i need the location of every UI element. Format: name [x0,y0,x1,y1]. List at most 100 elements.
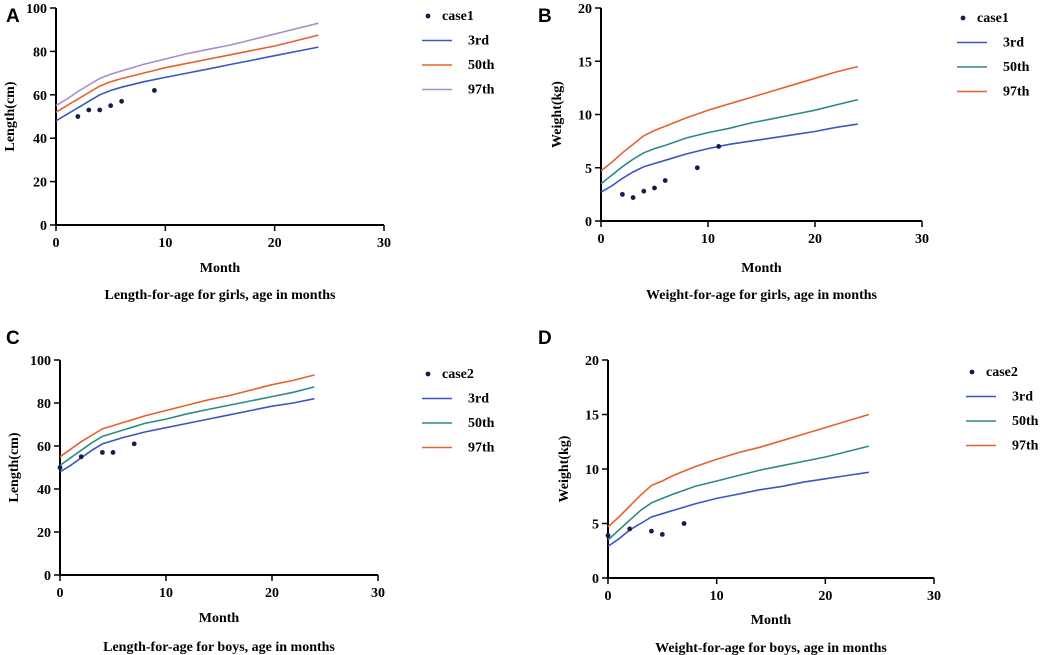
y-tick-label: 60 [33,89,47,104]
panel-letter: D [538,328,552,349]
legend-label-97th: 97th [1003,85,1030,100]
x-axis-title: Month [751,613,792,628]
legend-label-case1: case1 [977,11,1009,26]
x-tick-label: 20 [265,586,279,601]
case-point [100,450,105,455]
case-point [605,533,611,538]
case-point [119,98,124,104]
legend-marker-case2 [425,371,431,377]
y-tick-label: 15 [585,409,599,424]
y-tick-label: 0 [585,215,592,230]
case-point [110,450,116,455]
legend-label-case1: case1 [442,9,474,24]
legend-label-3rd: 3rd [1012,390,1033,405]
chart-panel-C: C 0 20 40 60 80 100 0 10 20 30 Length(cm) Month Lengt… [6,328,495,655]
series-line-50th [607,445,869,541]
case-point [641,188,647,194]
chart-panel-D: D 0 5 10 15 20 0 10 20 30 Weight(kg) Month Weight-fo… [538,328,1039,655]
y-tick-label: 15 [578,55,592,70]
x-tick-label: 20 [268,236,282,251]
x-tick-label: 0 [53,236,60,251]
chart-panel-B: B 0 5 10 15 20 0 10 20 30 Weight(kg) Month Weight-fo… [538,2,1030,303]
x-tick-label: 20 [808,232,822,247]
series-line-50th [600,98,858,185]
case-point [662,178,668,183]
chart-caption: Weight-for-age for boys, age in months [655,641,887,655]
y-tick-label: 40 [37,483,51,498]
x-tick-label: 30 [377,236,391,251]
legend-label-50th: 50th [1003,60,1030,75]
legend-label-case2: case2 [442,367,474,382]
legend-label-50th: 50th [468,416,495,431]
x-tick-label: 30 [927,589,941,604]
y-tick-label: 80 [33,45,47,60]
legend-label-3rd: 3rd [468,34,489,49]
y-tick-label: 0 [40,219,47,234]
case-point [694,165,700,171]
legend-label-97th: 97th [468,83,495,98]
series-line-3rd [59,397,315,473]
case-point [716,144,722,149]
case-point [652,185,657,191]
series-line-3rd [55,46,319,122]
legend: case2 3rd 50th 97th [966,365,1039,454]
y-tick-label: 5 [592,518,599,533]
legend-label-50th: 50th [468,58,495,73]
y-tick-label: 20 [578,2,592,17]
legend-label-case2: case2 [986,365,1018,380]
case-point [75,114,81,119]
case-point [649,528,654,534]
x-axis-title: Month [741,261,782,276]
case-point [659,532,665,537]
chart-caption: Length-for-age for boys, age in months [103,640,335,655]
series-line-97th [600,65,858,172]
case-point [86,107,92,113]
series-line-50th [55,34,319,113]
y-tick-label: 10 [585,463,599,478]
series-line-3rd [600,123,858,193]
legend: case1 3rd 50th 97th [957,11,1030,100]
y-tick-label: 60 [37,440,51,455]
x-tick-label: 30 [915,232,929,247]
case-point [152,88,157,93]
legend-label-97th: 97th [468,441,495,456]
case-point [108,103,114,109]
panel-letter: A [6,6,20,27]
y-axis-title: Length(cm) [3,81,18,151]
legend-label-50th: 50th [1012,414,1039,429]
series-line-97th [607,413,870,528]
x-tick-label: 0 [605,589,612,604]
case-point [620,191,625,197]
x-tick-label: 10 [710,589,724,604]
x-axis-title: Month [200,261,241,276]
y-tick-label: 100 [30,354,51,369]
case-point [627,526,633,532]
legend: case1 3rd 50th 97th [422,9,495,98]
series-line-97th [59,374,315,458]
legend-marker-case1 [960,15,966,21]
y-tick-label: 20 [33,176,47,191]
y-tick-label: 10 [578,109,592,124]
series-line-50th [59,386,315,467]
y-tick-label: 0 [44,569,51,584]
series-line-3rd [607,471,869,548]
legend-label-97th: 97th [1012,439,1039,454]
chart-panel-A: A 0 20 40 60 80 100 0 10 20 30 Length(cm) Month Lengt… [3,2,495,303]
y-tick-label: 100 [26,2,47,17]
case-point [78,454,84,460]
y-tick-label: 80 [37,397,51,412]
y-tick-label: 40 [33,132,47,147]
case-point [681,521,687,526]
x-tick-label: 0 [598,232,605,247]
legend-label-3rd: 3rd [468,392,489,407]
x-tick-label: 20 [818,589,832,604]
x-tick-label: 10 [701,232,715,247]
y-tick-label: 5 [585,162,592,177]
x-tick-label: 0 [57,586,64,601]
y-axis-title: Length(cm) [7,432,22,502]
legend-marker-case1 [425,13,431,19]
x-tick-label: 10 [159,586,173,601]
panel-letter: B [538,6,552,27]
chart-caption: Weight-for-age for girls, age in months [646,288,878,303]
